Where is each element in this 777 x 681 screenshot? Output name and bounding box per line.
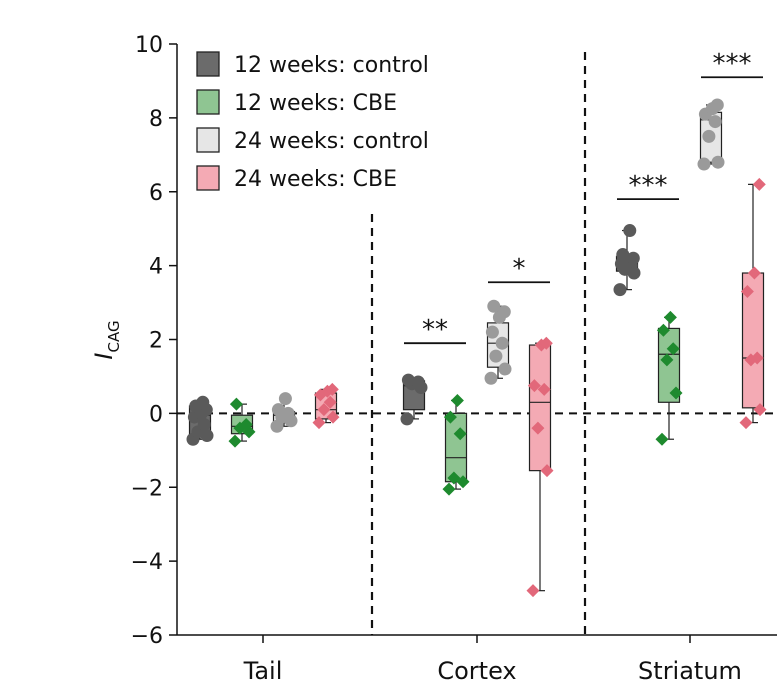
data-points — [186, 98, 767, 598]
point-striatum-12-weeks-control — [623, 224, 637, 238]
significance-label: * — [513, 254, 526, 284]
point-cortex-24-weeks-cbe — [537, 382, 551, 396]
point-striatum-12-weeks-cbe — [655, 432, 669, 446]
axes: −6 −4 −2 0 2 4 6 8 10 Tail Cortex Striatum — [131, 33, 777, 681]
box-cortex-12-weeks-cbe — [444, 412, 468, 483]
point-tail-24-weeks-cbe — [326, 410, 340, 424]
point-cortex-24-weeks-control — [484, 371, 498, 385]
point-striatum-12-weeks-control — [626, 251, 640, 265]
point-cortex-12-weeks-cbe — [450, 393, 464, 407]
point-cortex-24-weeks-control — [489, 349, 503, 363]
x-tick-label: Striatum — [638, 657, 742, 681]
point-tail-24-weeks-control — [278, 392, 292, 406]
point-striatum-24-weeks-cbe — [740, 284, 754, 298]
point-tail-12-weeks-control — [196, 395, 210, 409]
x-tick-label: Cortex — [437, 657, 516, 681]
point-striatum-12-weeks-cbe — [666, 342, 680, 356]
box-cortex-24-weeks-cbe — [528, 344, 552, 472]
point-tail-24-weeks-control — [271, 403, 285, 417]
legend-swatch-24-weeks-control — [196, 127, 220, 153]
y-tick-label: 6 — [149, 181, 163, 206]
point-striatum-12-weeks-cbe — [663, 310, 677, 324]
point-tail-24-weeks-cbe — [323, 395, 337, 409]
point-cortex-12-weeks-control — [400, 412, 414, 426]
point-striatum-24-weeks-control — [711, 155, 725, 169]
point-cortex-24-weeks-cbe — [539, 336, 553, 350]
significance-markers: ********* — [404, 49, 763, 345]
y-axis-label-sub: CAG — [105, 320, 123, 352]
point-striatum-12-weeks-cbe — [669, 386, 683, 400]
legend-label: 12 weeks: CBE — [234, 91, 397, 116]
point-cortex-12-weeks-cbe — [447, 471, 461, 485]
point-tail-12-weeks-cbe — [229, 397, 243, 411]
point-tail-24-weeks-control — [281, 406, 295, 420]
point-tail-24-weeks-cbe — [312, 416, 326, 430]
point-cortex-24-weeks-control — [487, 299, 501, 313]
y-axis-label: ICAG — [90, 320, 123, 359]
point-tail-24-weeks-cbe — [317, 403, 331, 417]
point-cortex-12-weeks-cbe — [443, 410, 457, 424]
point-cortex-12-weeks-cbe — [453, 427, 467, 441]
point-tail-12-weeks-cbe — [228, 434, 242, 448]
y-tick-label: 10 — [135, 33, 163, 58]
point-cortex-24-weeks-control — [497, 305, 511, 319]
point-cortex-12-weeks-control — [411, 375, 425, 389]
point-striatum-12-weeks-control — [613, 283, 627, 297]
y-tick-label: 4 — [149, 255, 163, 280]
legend-swatch-24-weeks-cbe — [196, 165, 220, 191]
point-striatum-24-weeks-cbe — [747, 266, 761, 280]
point-striatum-12-weeks-control — [616, 248, 630, 262]
point-striatum-24-weeks-control — [710, 98, 724, 112]
x-tick-label: Tail — [243, 657, 283, 681]
point-tail-12-weeks-cbe — [239, 417, 253, 431]
significance-label: ** — [422, 315, 448, 345]
point-striatum-24-weeks-control — [708, 115, 722, 129]
point-cortex-12-weeks-control — [401, 373, 415, 387]
point-striatum-24-weeks-cbe — [739, 416, 753, 430]
y-tick-label: 8 — [149, 107, 163, 132]
point-striatum-24-weeks-control — [697, 157, 711, 171]
point-cortex-24-weeks-control — [495, 336, 509, 350]
legend-label: 24 weeks: CBE — [234, 167, 397, 192]
y-tick-label: −6 — [131, 624, 163, 649]
y-tick-label: 2 — [149, 329, 163, 354]
legend-label: 24 weeks: control — [234, 129, 429, 154]
point-cortex-12-weeks-cbe — [442, 482, 456, 496]
legend-label: 12 weeks: control — [234, 53, 429, 78]
point-cortex-24-weeks-control — [498, 362, 512, 376]
point-cortex-24-weeks-cbe — [526, 584, 540, 598]
legend-swatch-12-weeks-cbe — [196, 89, 220, 115]
point-striatum-24-weeks-cbe — [753, 403, 767, 417]
point-striatum-24-weeks-cbe — [750, 351, 764, 365]
point-striatum-24-weeks-cbe — [752, 177, 766, 191]
point-striatum-12-weeks-cbe — [660, 353, 674, 367]
point-tail-24-weeks-cbe — [325, 382, 339, 396]
legend-swatch-12-weeks-control — [196, 51, 220, 77]
legend: 12 weeks: control 12 weeks: CBE 24 weeks: … — [196, 51, 429, 192]
point-cortex-24-weeks-cbe — [540, 464, 554, 478]
point-tail-12-weeks-control — [197, 417, 211, 431]
significance-label: *** — [713, 49, 752, 79]
point-cortex-24-weeks-control — [485, 325, 499, 339]
point-cortex-24-weeks-cbe — [531, 421, 545, 435]
point-striatum-24-weeks-control — [702, 129, 716, 143]
point-striatum-12-weeks-cbe — [656, 323, 670, 337]
y-axis-label-main: I — [90, 353, 118, 360]
y-tick-label: 0 — [149, 402, 163, 427]
y-tick-label: −4 — [131, 550, 163, 575]
y-tick-label: −2 — [131, 476, 163, 501]
significance-label: *** — [629, 171, 668, 201]
point-cortex-24-weeks-cbe — [527, 379, 541, 393]
